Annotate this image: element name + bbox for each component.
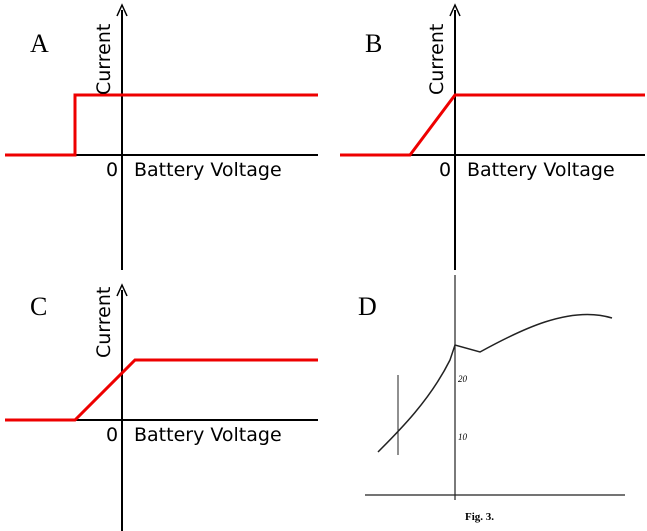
curve — [5, 93, 318, 157]
arrow — [116, 3, 128, 17]
origin: 0 — [439, 159, 451, 181]
y-label: Current — [93, 24, 115, 95]
tick-label: 10 — [458, 432, 468, 442]
panel-c: C Current 0 Battery Voltage — [5, 283, 318, 531]
panel-a: A Current 0 Battery Voltage — [5, 3, 318, 270]
x-label: Battery Voltage — [134, 424, 282, 446]
panel-label: A — [30, 29, 49, 58]
curve — [5, 358, 318, 422]
x-label: Battery Voltage — [134, 159, 282, 181]
x-label: Battery Voltage — [467, 159, 615, 181]
panel-d: D 20 10 Fig. 3. — [358, 275, 625, 523]
curve — [377, 313, 613, 453]
caption: Fig. 3. — [465, 511, 494, 523]
y-label: Current — [426, 24, 448, 95]
panel-b: B Current 0 Battery Voltage — [340, 3, 645, 270]
panel-label: C — [30, 292, 47, 321]
y-label: Current — [93, 287, 115, 358]
arrow — [449, 3, 461, 17]
panel-label: B — [365, 29, 382, 58]
panel-label: D — [358, 292, 377, 321]
tick-label: 20 — [458, 374, 468, 384]
origin: 0 — [106, 424, 118, 446]
curve — [340, 93, 645, 157]
arrow — [116, 283, 128, 297]
origin: 0 — [106, 159, 118, 181]
